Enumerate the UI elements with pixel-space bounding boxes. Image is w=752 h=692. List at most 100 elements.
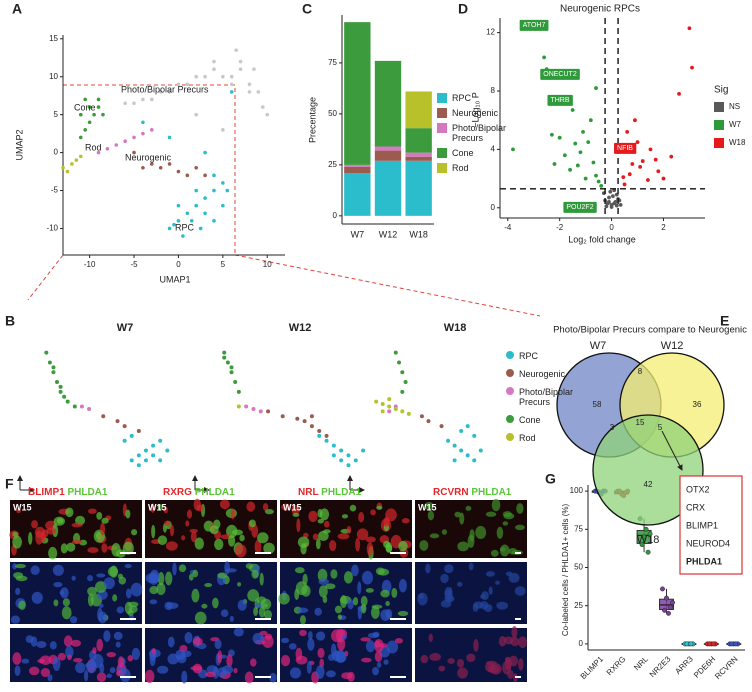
bar-segment [374,160,402,216]
cell [46,527,56,535]
point [167,226,172,231]
point [609,205,614,209]
cluster-label: Cone [74,102,96,112]
gene-name: CRX [686,502,705,512]
cell [383,516,390,527]
point [150,97,154,102]
point [452,443,457,448]
point [158,458,163,463]
cell [307,638,315,651]
point [194,74,198,79]
point [221,203,225,208]
point [132,135,136,140]
cell [347,598,354,610]
point [70,162,74,166]
legend-label: Photo/Bipolar Precurs [452,123,507,143]
cell [181,670,188,684]
cell [351,564,359,577]
panel-label: E [720,313,729,329]
cell [172,562,177,576]
point [446,438,451,443]
cell [117,656,125,668]
venn-count: 58 [593,400,602,409]
point [568,167,572,172]
point [406,411,411,416]
point [581,129,585,134]
cell [66,542,76,552]
cell [30,565,40,575]
point [115,419,120,424]
marker-name: BLIMP1 [28,487,65,498]
point [638,165,643,169]
cell [167,653,179,665]
cell [192,663,203,674]
point [176,219,181,223]
legend-dot [506,433,514,441]
point [614,203,619,208]
cell [317,647,325,659]
cell [214,538,224,551]
cell [12,563,17,570]
cluster-label: Rod [85,142,102,152]
cell [190,531,197,543]
point [374,399,379,404]
cell [131,529,138,536]
x-tick-label: RXRG [605,655,628,678]
point [222,350,227,355]
gene-name: PHLDA1 [686,556,722,566]
y-axis-label: −Log₁₀ P [470,92,480,128]
cell [157,503,163,511]
point [176,203,181,208]
point [594,86,598,90]
venn-count: 36 [693,400,702,409]
cell [308,631,313,640]
point [78,112,83,117]
legend-dot [506,369,514,377]
point [687,26,692,31]
cell [127,609,134,616]
cell [234,544,247,558]
stain-label: BLIMP1 PHLDA1 [28,487,108,498]
cell [300,543,307,555]
venn-arrow [661,430,683,471]
cell [297,536,310,548]
cell [53,599,59,607]
point [236,404,241,409]
cell [337,614,343,620]
cell [25,635,34,644]
point [613,200,618,204]
point [261,105,265,109]
y-tick-label: 15 [49,34,58,43]
point [150,162,154,166]
x-tick-label: NRL [632,654,650,672]
stage-label: W15 [283,502,302,512]
gene-name: BLIMP1 [686,520,718,530]
cell [301,585,311,597]
cell [63,635,73,647]
gene-label: ONECUT2 [543,71,577,78]
cell [314,607,322,616]
gene-label-box [547,94,573,106]
cell [144,669,155,684]
point [233,380,238,385]
cell [181,535,186,541]
cell [518,658,524,671]
cell [297,607,309,613]
point [324,433,329,438]
co-marker-name: PHLDA1 [471,487,511,498]
point [552,162,557,166]
cell [480,594,486,599]
cell [391,587,398,598]
cluster-label: Photo/Bipolar Precurs [121,84,209,94]
cell [263,609,273,620]
cell [370,509,376,516]
bar-segment [405,91,432,129]
point [387,404,392,409]
x-tick-label: W12 [379,229,398,239]
cell [87,593,94,607]
point [83,97,87,102]
stage-label: W15 [13,502,32,512]
cell [109,565,118,578]
point [403,380,408,385]
cell [214,639,222,650]
